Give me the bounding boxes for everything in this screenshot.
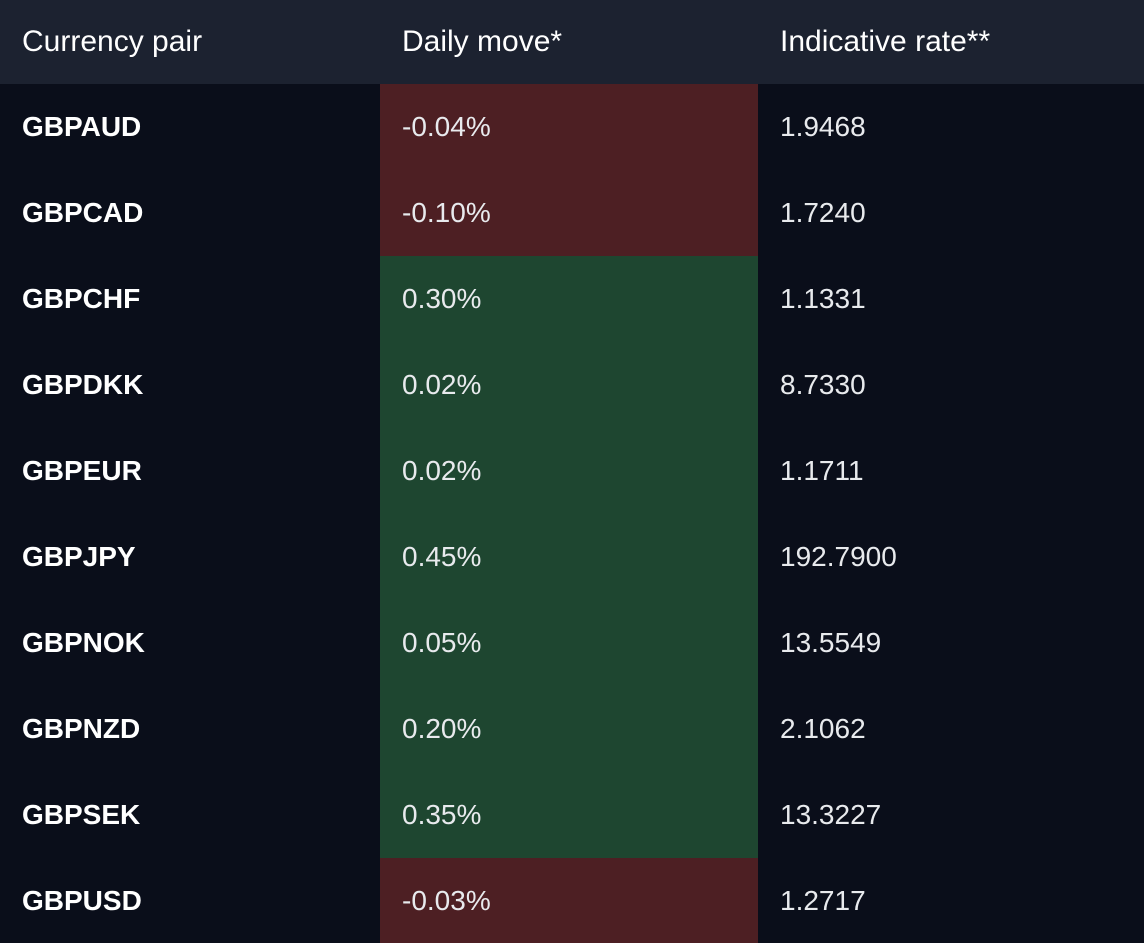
currency-pair-cell: GBPCAD [0, 170, 380, 256]
table-row: GBPNOK0.05%13.5549 [0, 600, 1144, 686]
table-header-row: Currency pair Daily move* Indicative rat… [0, 0, 1144, 84]
daily-move-cell: 0.02% [380, 428, 758, 514]
indicative-rate-cell: 1.1331 [758, 256, 1144, 342]
daily-move-cell: 0.35% [380, 772, 758, 858]
currency-pair-cell: GBPNOK [0, 600, 380, 686]
indicative-rate-cell: 8.7330 [758, 342, 1144, 428]
currency-pair-cell: GBPSEK [0, 772, 380, 858]
indicative-rate-cell: 1.7240 [758, 170, 1144, 256]
table-row: GBPNZD0.20%2.1062 [0, 686, 1144, 772]
indicative-rate-cell: 13.3227 [758, 772, 1144, 858]
column-header-pair: Currency pair [0, 0, 380, 84]
daily-move-cell: -0.04% [380, 84, 758, 170]
column-header-rate: Indicative rate** [758, 0, 1144, 84]
daily-move-cell: -0.03% [380, 858, 758, 943]
currency-pair-cell: GBPCHF [0, 256, 380, 342]
daily-move-cell: 0.02% [380, 342, 758, 428]
indicative-rate-cell: 13.5549 [758, 600, 1144, 686]
indicative-rate-cell: 1.1711 [758, 428, 1144, 514]
currency-pair-cell: GBPUSD [0, 858, 380, 943]
indicative-rate-cell: 1.2717 [758, 858, 1144, 943]
indicative-rate-cell: 1.9468 [758, 84, 1144, 170]
table-row: GBPSEK0.35%13.3227 [0, 772, 1144, 858]
daily-move-cell: 0.20% [380, 686, 758, 772]
currency-rates-table: Currency pair Daily move* Indicative rat… [0, 0, 1144, 943]
table-row: GBPDKK0.02%8.7330 [0, 342, 1144, 428]
column-header-move: Daily move* [380, 0, 758, 84]
daily-move-cell: -0.10% [380, 170, 758, 256]
table-row: GBPCAD-0.10%1.7240 [0, 170, 1144, 256]
table-row: GBPUSD-0.03%1.2717 [0, 858, 1144, 943]
currency-pair-cell: GBPDKK [0, 342, 380, 428]
table-row: GBPAUD-0.04%1.9468 [0, 84, 1144, 170]
table-row: GBPCHF0.30%1.1331 [0, 256, 1144, 342]
daily-move-cell: 0.05% [380, 600, 758, 686]
currency-pair-cell: GBPNZD [0, 686, 380, 772]
daily-move-cell: 0.45% [380, 514, 758, 600]
table-row: GBPJPY0.45%192.7900 [0, 514, 1144, 600]
currency-pair-cell: GBPJPY [0, 514, 380, 600]
currency-pair-cell: GBPEUR [0, 428, 380, 514]
indicative-rate-cell: 192.7900 [758, 514, 1144, 600]
currency-pair-cell: GBPAUD [0, 84, 380, 170]
indicative-rate-cell: 2.1062 [758, 686, 1144, 772]
daily-move-cell: 0.30% [380, 256, 758, 342]
table-row: GBPEUR0.02%1.1711 [0, 428, 1144, 514]
